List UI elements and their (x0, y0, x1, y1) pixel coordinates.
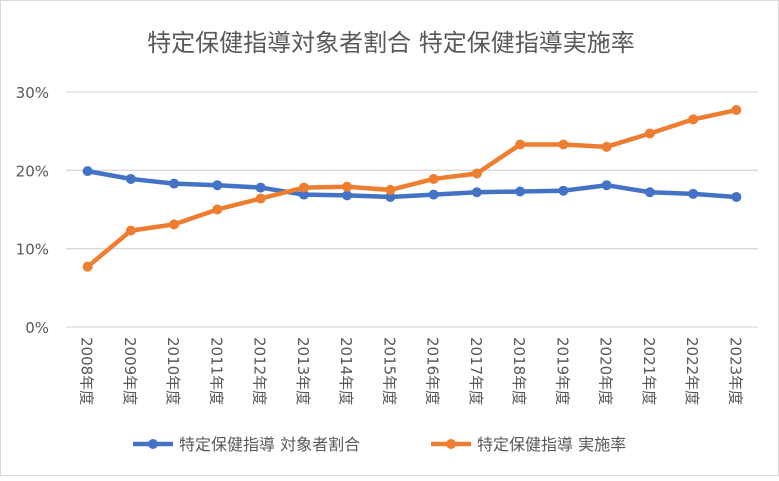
data-point (82, 166, 93, 177)
legend-item: 特定保健指導 対象者割合 (133, 435, 360, 454)
x-tick-label: 2021年度 (640, 337, 658, 405)
data-point (428, 189, 439, 200)
legend-label: 特定保健指導 対象者割合 (179, 435, 360, 454)
legend-label: 特定保健指導 実施率 (477, 435, 626, 454)
legend-item: 特定保健指導 実施率 (431, 435, 626, 454)
data-point (601, 141, 612, 152)
series-0 (82, 166, 742, 202)
data-point (255, 193, 266, 204)
x-tick-label: 2010年度 (164, 337, 182, 405)
data-point (125, 225, 136, 236)
data-point (125, 173, 136, 184)
data-point (298, 189, 309, 200)
data-point (385, 184, 396, 195)
x-tick-label: 2017年度 (467, 337, 485, 405)
x-tick-label: 2013年度 (294, 337, 312, 405)
x-tick-label: 2018年度 (510, 337, 528, 405)
data-point (644, 187, 655, 198)
data-point (731, 191, 742, 202)
data-point (255, 182, 266, 193)
series-1 (82, 105, 742, 272)
y-tick-label: 10% (16, 241, 49, 259)
data-point (298, 182, 309, 193)
x-tick-label: 2011年度 (207, 337, 225, 405)
data-point (169, 178, 180, 189)
y-tick-label: 0% (25, 319, 49, 337)
data-point (212, 180, 223, 191)
x-tick-label: 2008年度 (78, 337, 96, 405)
data-point (644, 128, 655, 139)
y-tick-label: 30% (16, 84, 49, 102)
data-point (342, 190, 353, 201)
series-line (86, 107, 737, 269)
data-point (471, 168, 482, 179)
x-tick-label: 2019年度 (553, 337, 571, 405)
data-point (558, 139, 569, 150)
x-tick-label: 2023年度 (726, 337, 744, 405)
data-point (515, 186, 526, 197)
data-point (428, 173, 439, 184)
x-tick-label: 2014年度 (337, 337, 355, 405)
x-tick-label: 2016年度 (424, 337, 442, 405)
data-point (558, 185, 569, 196)
series-line (87, 168, 737, 200)
data-point (471, 187, 482, 198)
data-point (385, 191, 396, 202)
legend-marker (148, 439, 158, 449)
data-point (342, 181, 353, 192)
x-tick-label: 2012年度 (251, 337, 269, 405)
x-tick-label: 2009年度 (121, 337, 139, 405)
x-tick-label: 2022年度 (683, 337, 701, 405)
data-point (82, 261, 93, 272)
data-point (169, 219, 180, 230)
data-point (688, 188, 699, 199)
data-point (515, 139, 526, 150)
data-point (601, 180, 612, 191)
data-point (688, 114, 699, 125)
data-point (731, 105, 742, 116)
chart-title: 特定保健指導対象者割合 特定保健指導実施率 (147, 29, 635, 57)
data-point (212, 204, 223, 215)
y-tick-label: 20% (16, 162, 49, 180)
x-tick-label: 2015年度 (380, 337, 398, 405)
x-tick-label: 2020年度 (597, 337, 615, 405)
legend-marker (446, 439, 456, 449)
